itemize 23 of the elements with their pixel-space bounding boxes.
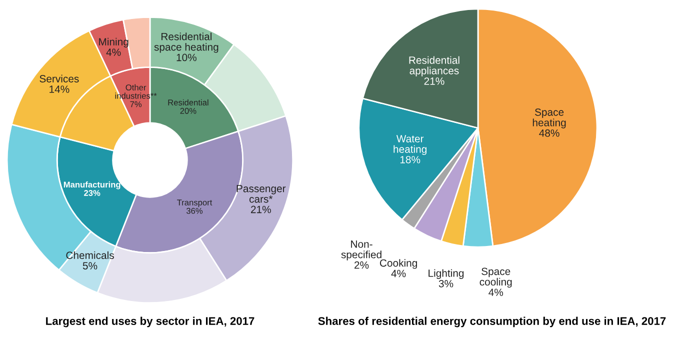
data-label: 18% xyxy=(400,156,420,164)
data-label: 48% xyxy=(539,129,560,137)
data-label: 4% xyxy=(391,270,406,278)
data-label: Passenger cars* 21% xyxy=(236,184,286,214)
slice-label: Lighting xyxy=(428,269,464,279)
data-label: 21% xyxy=(424,77,444,85)
data-label: Residential space heating 10% xyxy=(154,32,218,62)
slice-label: Space heating xyxy=(532,108,566,128)
slice-label: Non-specified xyxy=(341,240,382,260)
slice-label: Residential appliances xyxy=(409,56,460,76)
slice-label: Cooking xyxy=(380,259,417,269)
text: Largest end uses by sector in IEA, 2017 xyxy=(46,316,254,328)
data-label: Services 14% xyxy=(40,74,79,93)
data-label: Manufacturing 23% xyxy=(64,181,120,196)
data-label: Transport 36% xyxy=(177,200,212,214)
slice-label: Water heating xyxy=(394,135,426,155)
data-label: Chemicals 5% xyxy=(66,251,114,270)
data-label: 3% xyxy=(438,280,454,288)
slice-label: Space cooling xyxy=(480,268,512,288)
data-label: 2% xyxy=(354,261,369,269)
data-label: 4% xyxy=(488,288,504,296)
text: Shares of residential energy consumption by end use in IEA, 2017 xyxy=(318,316,666,328)
data-label: Residential 20% xyxy=(168,99,208,114)
